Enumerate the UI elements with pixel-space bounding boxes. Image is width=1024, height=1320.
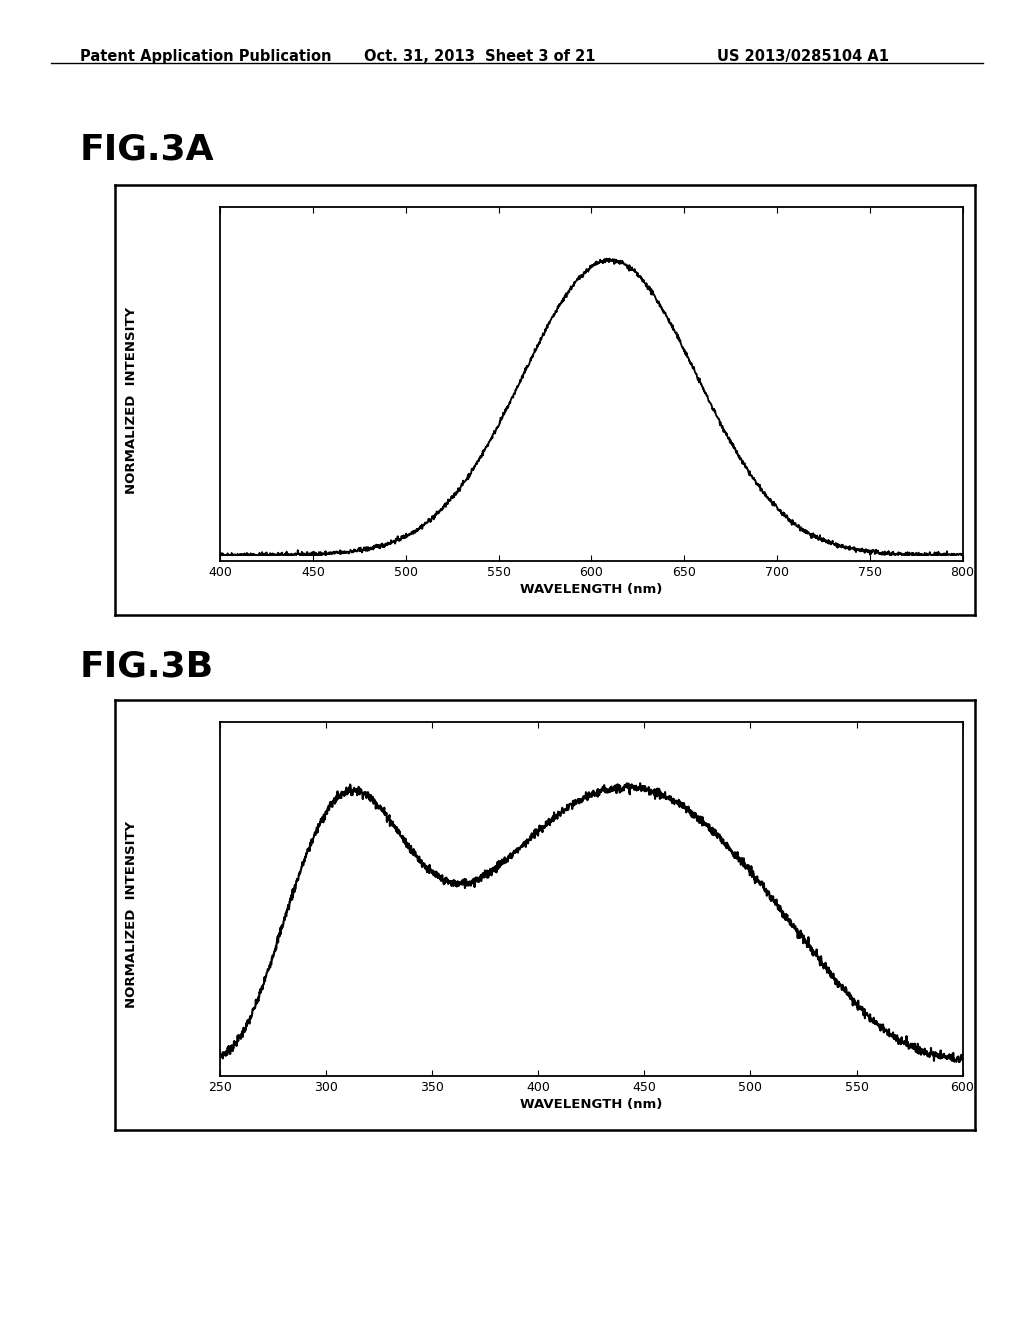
Text: US 2013/0285104 A1: US 2013/0285104 A1 bbox=[717, 49, 889, 63]
X-axis label: WAVELENGTH (nm): WAVELENGTH (nm) bbox=[520, 583, 663, 597]
Text: FIG.3A: FIG.3A bbox=[80, 132, 214, 166]
Text: Patent Application Publication: Patent Application Publication bbox=[80, 49, 332, 63]
Text: FIG.3B: FIG.3B bbox=[80, 649, 214, 684]
X-axis label: WAVELENGTH (nm): WAVELENGTH (nm) bbox=[520, 1098, 663, 1111]
Text: Oct. 31, 2013  Sheet 3 of 21: Oct. 31, 2013 Sheet 3 of 21 bbox=[364, 49, 595, 63]
Text: NORMALIZED  INTENSITY: NORMALIZED INTENSITY bbox=[125, 821, 137, 1008]
Text: NORMALIZED  INTENSITY: NORMALIZED INTENSITY bbox=[125, 306, 137, 494]
